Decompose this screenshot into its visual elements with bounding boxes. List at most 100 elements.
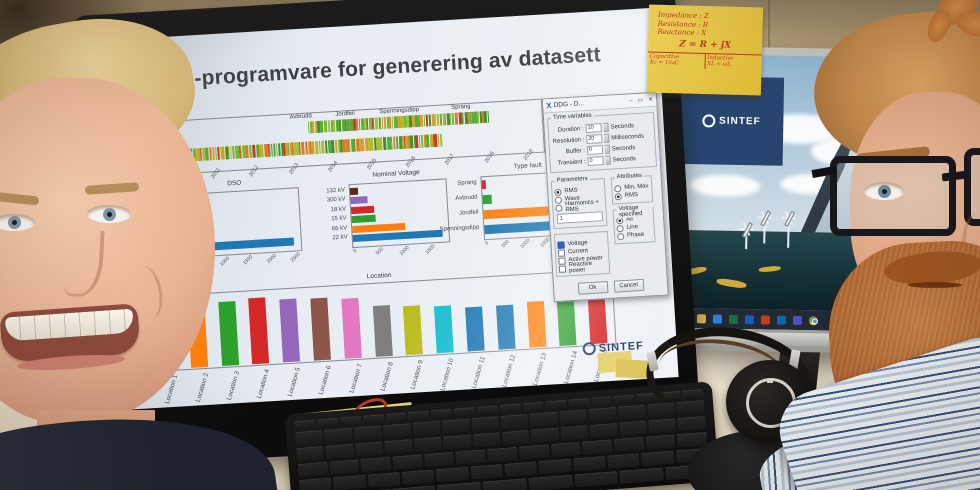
key[interactable] xyxy=(367,472,401,488)
key[interactable] xyxy=(589,422,619,439)
radio-option[interactable]: Phase xyxy=(616,230,652,240)
value-input[interactable]: 20 xyxy=(586,134,603,145)
cancel-button[interactable]: Cancel xyxy=(613,278,644,293)
bar xyxy=(372,305,393,357)
ok-button[interactable]: Ok xyxy=(577,281,608,295)
key[interactable] xyxy=(560,425,589,441)
key[interactable] xyxy=(538,458,572,475)
key[interactable] xyxy=(504,461,538,477)
key[interactable] xyxy=(353,425,383,441)
category-label: Location 10 xyxy=(439,357,456,392)
key[interactable] xyxy=(453,407,476,417)
key[interactable] xyxy=(545,399,567,410)
key[interactable] xyxy=(413,436,443,452)
key[interactable] xyxy=(401,469,435,485)
key[interactable] xyxy=(297,461,329,478)
key[interactable] xyxy=(581,439,613,455)
key[interactable] xyxy=(568,398,590,408)
teams-icon[interactable] xyxy=(792,315,802,325)
key[interactable] xyxy=(471,416,500,432)
key[interactable] xyxy=(550,441,581,458)
minimize-icon[interactable]: – xyxy=(628,97,633,104)
timeline-legend-label: Spenningsdipp xyxy=(379,106,420,116)
value-input[interactable]: 10 xyxy=(585,123,602,134)
excel-icon[interactable] xyxy=(728,314,738,324)
key[interactable] xyxy=(441,418,471,434)
key[interactable] xyxy=(333,474,367,490)
key[interactable] xyxy=(339,415,362,426)
key[interactable] xyxy=(522,401,544,412)
key[interactable] xyxy=(499,403,522,414)
key[interactable] xyxy=(648,418,677,434)
key[interactable] xyxy=(383,423,412,439)
key[interactable] xyxy=(487,446,518,463)
x-tick: 0 xyxy=(352,247,359,255)
value-input[interactable]: 0 xyxy=(587,156,604,166)
value-input[interactable]: 0 xyxy=(586,145,604,156)
key[interactable] xyxy=(325,443,355,459)
outlook-icon[interactable] xyxy=(776,315,786,325)
key[interactable] xyxy=(408,410,430,421)
word-icon[interactable] xyxy=(744,314,754,324)
key[interactable] xyxy=(619,420,648,436)
powerpoint-icon[interactable] xyxy=(760,314,770,325)
x-tick: 500 xyxy=(374,246,385,257)
key[interactable] xyxy=(360,456,392,473)
key[interactable] xyxy=(529,411,559,427)
key[interactable] xyxy=(531,427,560,443)
key[interactable] xyxy=(423,451,455,468)
key[interactable] xyxy=(613,394,636,405)
key[interactable] xyxy=(559,409,588,425)
key[interactable] xyxy=(588,406,617,423)
key[interactable] xyxy=(455,449,487,465)
key[interactable] xyxy=(362,414,385,424)
key[interactable] xyxy=(431,408,453,419)
file-explorer-icon[interactable] xyxy=(696,313,706,323)
key[interactable] xyxy=(645,434,676,450)
key[interactable] xyxy=(435,466,470,483)
key[interactable] xyxy=(355,441,384,457)
key[interactable] xyxy=(294,419,316,430)
key[interactable] xyxy=(385,412,407,423)
checkbox-option[interactable]: Reactive power xyxy=(558,261,607,274)
option-label: Line xyxy=(626,224,639,231)
key[interactable] xyxy=(518,444,550,460)
key[interactable] xyxy=(572,455,606,472)
key[interactable] xyxy=(472,432,501,448)
key[interactable] xyxy=(329,459,360,475)
key[interactable] xyxy=(482,478,528,490)
option-label: Current xyxy=(567,248,589,256)
key[interactable] xyxy=(619,467,665,484)
close-icon[interactable]: ✕ xyxy=(647,97,654,104)
spinner xyxy=(604,133,610,143)
key[interactable] xyxy=(437,481,482,490)
edge-icon[interactable] xyxy=(712,314,722,324)
key[interactable] xyxy=(590,396,613,406)
key[interactable] xyxy=(500,413,529,429)
key[interactable] xyxy=(392,454,424,470)
key[interactable] xyxy=(295,430,324,446)
key[interactable] xyxy=(391,485,437,490)
key[interactable] xyxy=(573,470,619,488)
key[interactable] xyxy=(296,445,325,462)
key[interactable] xyxy=(298,477,333,490)
key[interactable] xyxy=(476,405,499,415)
key[interactable] xyxy=(501,429,531,445)
key[interactable] xyxy=(613,436,645,453)
key[interactable] xyxy=(469,464,504,480)
key[interactable] xyxy=(617,404,647,420)
key[interactable] xyxy=(443,434,472,450)
key[interactable] xyxy=(317,417,339,428)
key[interactable] xyxy=(384,439,413,455)
radio-option[interactable]: Harmonics + RMS xyxy=(555,199,603,213)
dialog-titlebar[interactable]: X DDG - D... – ▭ ✕ xyxy=(542,92,657,114)
key[interactable] xyxy=(641,450,675,467)
parameters-input[interactable]: 1 xyxy=(556,211,604,224)
key[interactable] xyxy=(606,453,641,469)
key[interactable] xyxy=(528,474,574,490)
maximize-icon[interactable]: ▭ xyxy=(637,97,644,104)
sintef-ring-icon xyxy=(582,341,597,356)
key[interactable] xyxy=(324,427,353,443)
radio-option[interactable]: RMS xyxy=(614,190,650,200)
key[interactable] xyxy=(412,420,441,436)
